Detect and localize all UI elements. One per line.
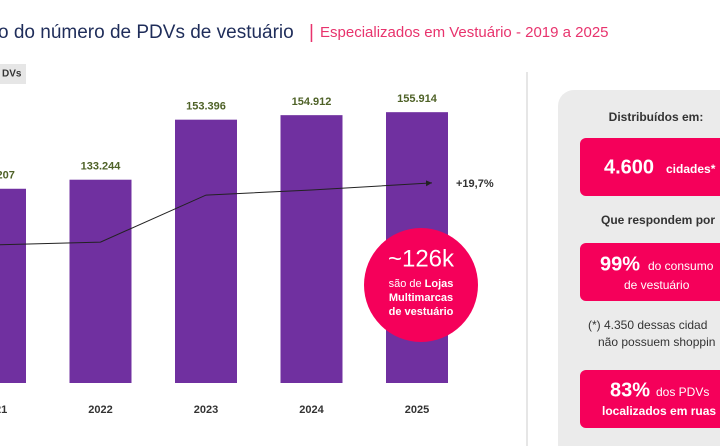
- bar: [69, 179, 132, 383]
- value-label: 153.396: [186, 101, 226, 113]
- badge-text: de vestuário: [389, 306, 454, 318]
- x-tick-label: 2021: [0, 404, 7, 416]
- separator: |: [309, 22, 314, 43]
- value-label: 155.914: [397, 93, 438, 105]
- x-tick-label: 2025: [405, 404, 429, 416]
- trend-line: [0, 180, 433, 246]
- panel-text: Que respondem por: [601, 213, 715, 227]
- badge-text: Multimarcas: [389, 292, 453, 304]
- box-small: dos PDVs: [656, 385, 709, 399]
- badge-big: ~126k: [388, 245, 455, 272]
- value-label: 154.912: [292, 96, 332, 108]
- box-big: 4.600: [604, 156, 654, 178]
- bar: [0, 188, 26, 383]
- note: (*) 4.350 dessas cidad: [588, 318, 707, 332]
- box: [580, 370, 720, 428]
- badge-text: Lojas: [425, 278, 454, 290]
- subtitle: Especializados em Vestuário - 2019 a 202…: [320, 24, 609, 41]
- title: o do número de PDVs de vestuário: [0, 22, 294, 43]
- x-tick-label: 2022: [88, 404, 112, 416]
- box-line: localizados em ruas: [602, 404, 716, 418]
- unit-tag: DVs: [2, 69, 22, 80]
- bar: [175, 119, 237, 383]
- box: [580, 243, 720, 301]
- box-big: 83%: [610, 379, 650, 401]
- badge-text: são de Lojas: [389, 278, 454, 290]
- note: não possuem shoppin: [598, 335, 715, 349]
- value-label: 133.244: [81, 161, 122, 173]
- badge: [364, 228, 478, 342]
- unit-tag-box: [0, 64, 26, 84]
- bar: [280, 115, 343, 383]
- box-line: de vestuário: [624, 278, 690, 292]
- x-tick-label: 2024: [299, 404, 324, 416]
- annotation: +19,7%: [456, 178, 494, 190]
- x-tick-label: 2023: [194, 404, 218, 416]
- box-small: cidades*: [666, 162, 716, 176]
- box-big: 99%: [600, 253, 640, 275]
- panel-heading: Distribuídos em:: [609, 110, 704, 124]
- box: [580, 138, 720, 196]
- value-label: 130.207: [0, 170, 15, 182]
- box-small: do consumo: [648, 259, 714, 273]
- badge-text: são de: [389, 278, 422, 290]
